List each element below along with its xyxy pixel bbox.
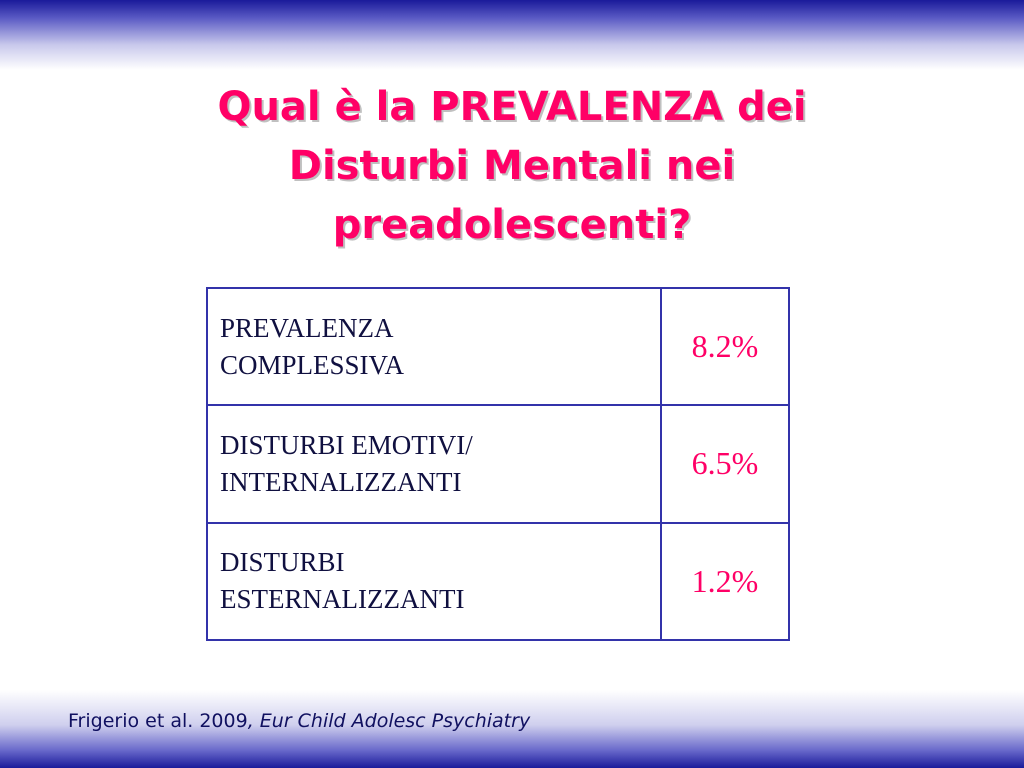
slide-title-line-1: Qual è la PREVALENZA dei — [217, 84, 807, 130]
row-label-line: INTERNALIZZANTI — [220, 466, 462, 497]
table-row: DISTURBI ESTERNALIZZANTI 1.2% — [206, 521, 790, 642]
row-value: 8.2% — [660, 286, 790, 407]
row-label-line: DISTURBI EMOTIVI/ — [220, 429, 473, 460]
row-label-line: COMPLESSIVA — [220, 349, 405, 380]
table-row: DISTURBI EMOTIVI/ INTERNALIZZANTI 6.5% — [206, 404, 790, 524]
prevalence-table: PREVALENZA COMPLESSIVA 8.2% DISTURBI EMO… — [206, 286, 790, 642]
citation: Frigerio et al. 2009, Eur Child Adolesc … — [68, 710, 530, 732]
slide-title: Qual è la PREVALENZA dei Disturbi Mental… — [0, 78, 1024, 255]
row-label-line: DISTURBI — [220, 547, 345, 578]
row-value: 6.5% — [660, 404, 790, 524]
row-value: 1.2% — [660, 521, 790, 642]
slide-title-line-2: Disturbi Mentali nei — [288, 143, 736, 189]
table-row: PREVALENZA COMPLESSIVA 8.2% — [206, 286, 790, 407]
row-label-line: ESTERNALIZZANTI — [220, 584, 465, 615]
row-label: PREVALENZA COMPLESSIVA — [206, 286, 662, 407]
citation-journal: , Eur Child Adolesc Psychiatry — [247, 710, 531, 732]
row-label: DISTURBI EMOTIVI/ INTERNALIZZANTI — [206, 404, 662, 524]
row-label-line: PREVALENZA — [220, 312, 394, 343]
slide-title-line-3: preadolescenti? — [332, 202, 692, 248]
citation-authors: Frigerio et al. 2009 — [68, 710, 248, 732]
row-label: DISTURBI ESTERNALIZZANTI — [206, 521, 662, 642]
